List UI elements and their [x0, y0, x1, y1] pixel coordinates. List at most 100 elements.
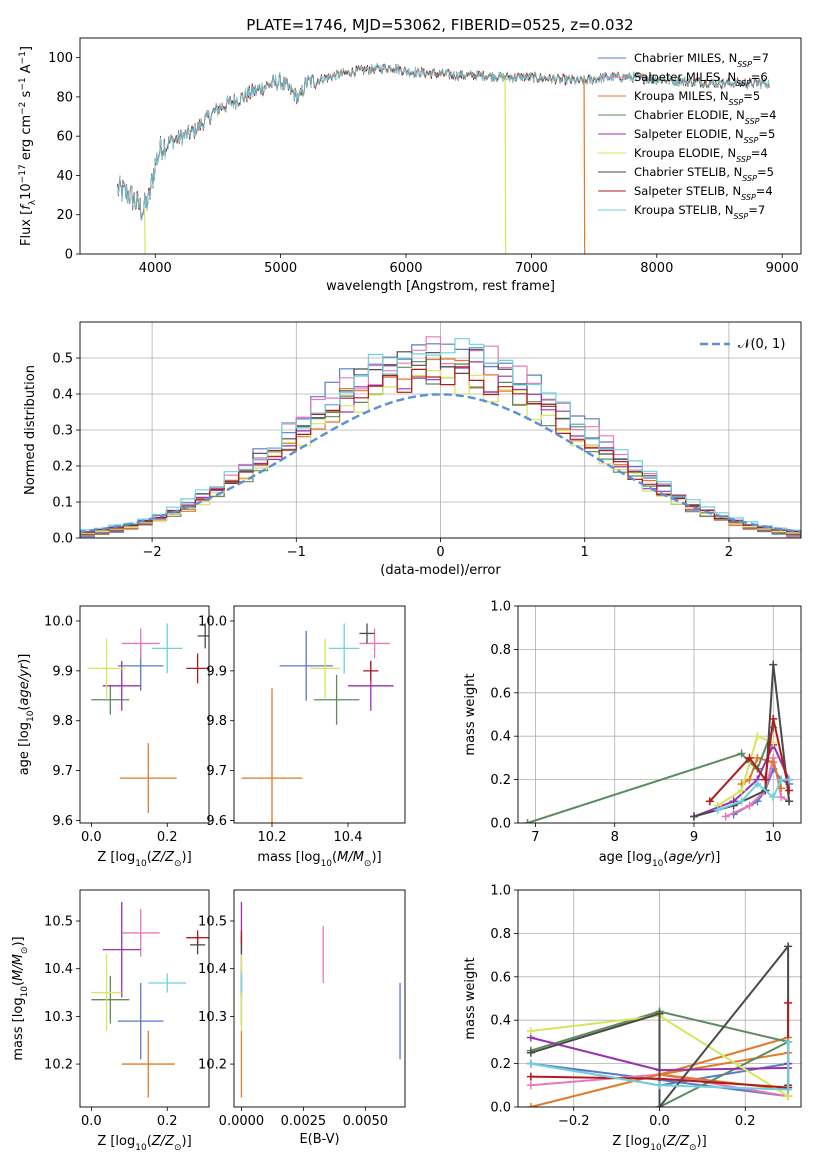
x-tick-label: 5000 — [264, 261, 297, 276]
y-tick-label: 0.2 — [490, 773, 511, 788]
axes-frame — [79, 605, 210, 824]
axes-frame — [79, 37, 802, 255]
weight-marker — [753, 732, 762, 741]
weight-marker — [713, 805, 722, 814]
weight-marker — [721, 812, 730, 821]
weight-marker — [526, 1059, 535, 1068]
spectrum-dip — [143, 207, 146, 254]
y-tick-label: 0.6 — [490, 686, 511, 701]
x-tick-label: 0.2 — [735, 1114, 756, 1129]
axes-frame — [517, 889, 802, 1108]
axes-frame — [79, 321, 802, 539]
y-axis-label: mass weight — [463, 957, 478, 1039]
weight-marker — [526, 1081, 535, 1090]
y-axis-label: mass weight — [463, 673, 478, 755]
y-tick-label: 0.2 — [52, 460, 73, 475]
y-tick-label: 0.6 — [490, 970, 511, 985]
y-tick-label: 9.9 — [52, 664, 73, 679]
spectrum-lines — [117, 62, 770, 254]
weight-marker — [745, 753, 754, 762]
normal-curve — [80, 393, 801, 533]
x-tick-label: −0.2 — [558, 1114, 590, 1129]
weight-marker — [737, 786, 746, 795]
weight-marker — [777, 792, 786, 801]
y-tick-label: 0.2 — [490, 1057, 511, 1072]
weight-vs-z-lines — [526, 942, 793, 1107]
x-tick-label: 4000 — [139, 261, 172, 276]
y-tick-label: 9.9 — [206, 664, 227, 679]
y-tick-label: 10.2 — [198, 1058, 227, 1073]
weight-marker — [769, 758, 778, 767]
weight-marker — [737, 797, 746, 806]
weight-line-chabrier-elodie — [530, 1010, 791, 1107]
legend-entry: Kroupa MILES, NSSP=5 — [634, 89, 760, 107]
legend-entry: Chabrier MILES, NSSP=7 — [634, 51, 769, 69]
y-tick-label: 10.5 — [44, 915, 73, 930]
x-tick-label: 6000 — [389, 261, 422, 276]
spectrum-panel: 4000 5000 6000 7000 8000 9000 0 20 40 60 80 100 wave… — [18, 37, 802, 294]
y-tick-label: 9.8 — [52, 714, 73, 729]
x-tick-label: 10 — [765, 830, 782, 845]
y-tick-label: 0.0 — [490, 1101, 511, 1116]
spectrum-dip — [504, 77, 507, 254]
y-tick-label: 40 — [56, 169, 73, 184]
weight-marker — [745, 801, 754, 810]
weight-marker — [777, 775, 786, 784]
x-tick-label: 0.0 — [649, 1114, 670, 1129]
x-axis-label: Z [log10(Z/Z⊙)] — [97, 1134, 191, 1153]
y-tick-label: 1.0 — [490, 884, 511, 899]
x-axis-label: (data-model)/error — [380, 563, 501, 578]
weight-marker — [753, 753, 762, 762]
y-tick-label: 10.2 — [44, 1058, 73, 1073]
y-tick-label: 9.7 — [52, 764, 73, 779]
y-tick-label: 0.0 — [490, 817, 511, 832]
y-tick-label: 0.0 — [52, 532, 73, 547]
y-tick-label: 0.1 — [52, 496, 73, 511]
y-axis-label: Flux [fλ10−17 erg cm−2 s−1 A−1] — [18, 46, 38, 246]
weight-marker — [753, 779, 762, 788]
weight-marker — [523, 819, 532, 823]
legend-entry: Chabrier STELIB, NSSP=5 — [634, 165, 774, 183]
x-tick-label: 0.0050 — [343, 1114, 389, 1129]
x-tick-label: 7000 — [515, 261, 548, 276]
x-tick-label: 0.0025 — [281, 1114, 327, 1129]
weight-marker — [737, 749, 746, 758]
weight-marker — [784, 1085, 793, 1094]
x-tick-label: 0.0 — [81, 1114, 102, 1129]
y-tick-label: 60 — [56, 130, 73, 145]
mass-vs-z-points — [91, 901, 209, 1098]
mass-vs-z-panel: 0.0 0.2 10.2 10.3 10.4 10.5 Z [log10(Z/Z⊙)] mas… — [11, 889, 210, 1153]
y-tick-label: 1.0 — [490, 600, 511, 615]
legend-entry: Kroupa ELODIE, NSSP=4 — [634, 146, 768, 164]
legend-entry: Salpeter ELODIE, NSSP=5 — [634, 127, 775, 145]
weight-marker — [777, 784, 786, 793]
weight-marker — [785, 775, 794, 784]
weight-marker — [784, 1037, 793, 1046]
y-tick-label: 100 — [48, 51, 73, 66]
y-tick-label: 9.7 — [206, 764, 227, 779]
y-tick-label: 20 — [56, 208, 73, 223]
weight-marker — [785, 797, 794, 806]
y-tick-label: 10.3 — [44, 1010, 73, 1025]
y-tick-label: 9.6 — [52, 814, 73, 829]
x-axis-label: Z [log10(Z/Z⊙)] — [612, 1134, 706, 1153]
y-tick-label: 10.5 — [198, 915, 227, 930]
x-tick-label: 0.2 — [157, 830, 178, 845]
weight-line-kroupa-stelib — [530, 1041, 790, 1091]
x-axis-label: Z [log10(Z/Z⊙)] — [97, 850, 191, 869]
histogram-steps — [80, 336, 801, 538]
legend-entry: Chabrier ELODIE, NSSP=4 — [634, 108, 776, 126]
weight-marker — [526, 1103, 535, 1107]
x-axis-label: age [log10(age/yr)] — [599, 850, 721, 869]
y-axis-label: Normed distribution — [23, 365, 38, 495]
spectrum-dip — [583, 80, 586, 254]
axes-frame — [517, 605, 802, 824]
y-tick-label: 0.4 — [490, 730, 511, 745]
axes-frame — [79, 889, 210, 1108]
mass-vs-ebv-points — [240, 901, 401, 1098]
x-axis-label: E(B-V) — [299, 1132, 339, 1147]
y-tick-label: 10.3 — [198, 1010, 227, 1025]
spectrum-line-kroupa-stelib — [117, 62, 770, 222]
weight-marker — [745, 775, 754, 784]
